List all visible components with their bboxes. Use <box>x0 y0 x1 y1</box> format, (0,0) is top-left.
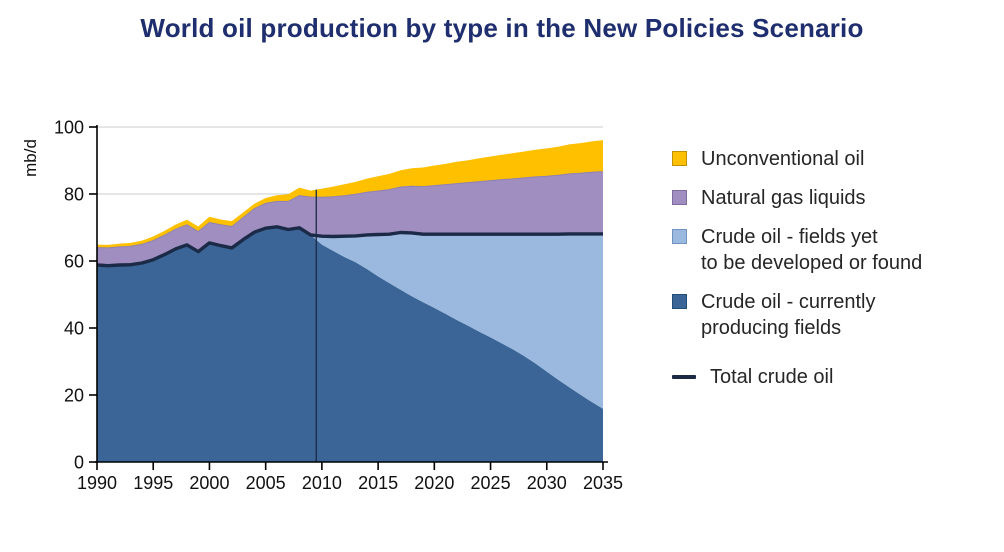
axes: 0 20 40 60 80 100 1990 1995 2000 2005 2010 2015 2020… <box>54 117 623 493</box>
chart-title: World oil production by type in the New … <box>140 13 864 43</box>
x-tick-label: 2000 <box>189 473 229 493</box>
y-tick-label: 60 <box>64 251 84 271</box>
legend-item-unconventional-oil: Unconventional oil <box>672 146 992 172</box>
x-tick-label: 2015 <box>358 473 398 493</box>
x-tick-label: 2035 <box>583 473 623 493</box>
x-tick-label: 1990 <box>77 473 117 493</box>
y-tick-label: 40 <box>64 318 84 338</box>
legend-item-crude-oil-fields-yet-to-be-developed-or-found: Crude oil - fields yet to be developed o… <box>672 224 992 276</box>
area-series-3 <box>97 140 603 248</box>
x-tick-label: 2005 <box>246 473 286 493</box>
y-tick-label: 20 <box>64 385 84 405</box>
x-tick-label: 2025 <box>471 473 511 493</box>
legend-label: Crude oil - fields yet to be developed o… <box>701 226 923 274</box>
legend-label: Natural gas liquids <box>701 187 866 209</box>
legend-label: Unconventional oil <box>701 148 865 170</box>
y-tick-label: 80 <box>64 184 84 204</box>
legend-color-swatch <box>672 294 687 309</box>
legend-label: Total crude oil <box>710 366 834 388</box>
x-tick-label: 2030 <box>527 473 567 493</box>
legend-color-swatch <box>672 229 687 244</box>
y-axis-title: mb/d <box>21 139 40 177</box>
legend-line-swatch <box>672 375 696 379</box>
y-tick-label: 100 <box>54 117 84 137</box>
x-tick-label: 2010 <box>302 473 342 493</box>
legend-label: Crude oil - currently producing fields <box>701 291 876 339</box>
area-series-2 <box>97 171 603 266</box>
x-tick-label: 1995 <box>133 473 173 493</box>
area-series-0 <box>97 226 603 462</box>
total-crude-line <box>96 225 603 268</box>
legend-color-swatch <box>672 151 687 166</box>
ngl-top-edge <box>96 171 604 249</box>
legend-item-natural-gas-liquids: Natural gas liquids <box>672 185 992 211</box>
legend-color-swatch <box>672 190 687 205</box>
legend-item-crude-oil-currently-producing-fields: Crude oil - currently producing fields <box>672 289 992 341</box>
y-tick-label: 0 <box>74 452 84 472</box>
x-tick-label: 2020 <box>414 473 454 493</box>
chart-legend: Unconventional oil Natural gas liquids Cru… <box>672 146 992 403</box>
area-series-1 <box>97 226 603 409</box>
legend-item-total-crude-oil: Total crude oil <box>672 364 992 390</box>
stacked-areas <box>97 140 603 462</box>
